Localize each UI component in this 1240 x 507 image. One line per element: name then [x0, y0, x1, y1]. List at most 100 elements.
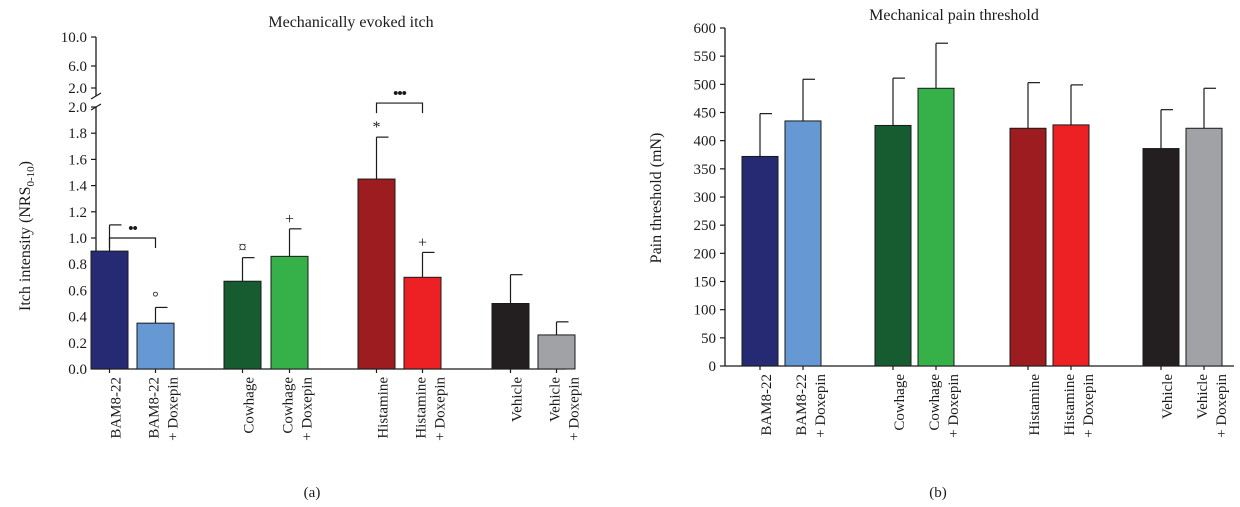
pain-category-label-line: + Doxepin — [946, 374, 962, 438]
itch-y-tick-label: 10.0 — [61, 30, 87, 46]
pain-category-label-line: Histamine — [1062, 374, 1078, 436]
itch-category-label: BAM8-22 — [109, 377, 125, 439]
itch-bar — [90, 250, 129, 370]
itch-category-label-line: + Doxepin — [166, 377, 182, 441]
itch-category-label-line: + Doxepin — [300, 377, 316, 441]
itch-chart-title: Mechanically evoked itch — [268, 14, 433, 31]
itch-category-label-line: Histamine — [376, 377, 392, 439]
itch-bar-marker: ¤ — [239, 240, 247, 257]
panel-label-b: (b) — [929, 485, 947, 501]
pain-category-label: Histamine + Doxepin — [1062, 374, 1097, 438]
pain-category-label: BAM8-22 — [759, 374, 775, 436]
pain-bar — [741, 155, 779, 367]
itch-y-axis-label-close: ) — [17, 161, 34, 166]
panel-label-a: (a) — [304, 485, 321, 501]
itch-category-label-line: + Doxepin — [567, 377, 583, 441]
itch-significance-marker: •• — [128, 221, 137, 237]
itch-y-tick-label: 0.4 — [68, 310, 87, 326]
itch-category-labels: BAM8-22 BAM8-22 + Doxepin Cowhage Cowhage + D… — [109, 377, 583, 441]
pain-y-tick-label: 300 — [694, 190, 717, 206]
pain-y-tick-label: 50 — [701, 331, 716, 347]
itch-y-tick-label: 2.0 — [68, 100, 87, 116]
itch-y-tick-label: 0.0 — [68, 362, 87, 378]
itch-y-tick-label: 1.4 — [68, 179, 87, 195]
itch-bar — [537, 334, 576, 370]
itch-y-axis-label-subscript: 0-10 — [25, 166, 37, 187]
itch-bar — [136, 322, 175, 370]
pain-category-label: Vehicle — [1160, 374, 1176, 419]
pain-y-tick-label: 250 — [694, 218, 717, 234]
pain-category-label-line: + Doxepin — [813, 374, 829, 438]
pain-bar — [1185, 127, 1223, 367]
itch-bar-marker: + — [285, 211, 294, 228]
pain-bar — [874, 124, 912, 367]
itch-bars: °¤+*+••••• — [90, 86, 576, 370]
pain-bar — [1142, 148, 1180, 367]
pain-y-tick-label: 100 — [694, 303, 717, 319]
pain-y-tick-label: 550 — [694, 49, 717, 65]
itch-axes: 0.0 0.2 0.4 0.6 0.8 1.0 1.2 1.4 1.6 1.8 2.0 2.0 6.0 1… — [61, 30, 566, 378]
itch-y-tick-label: 2.0 — [68, 81, 87, 97]
pain-category-label-line: BAM8-22 — [759, 374, 775, 436]
itch-axis-break-mark — [90, 92, 102, 111]
itch-y-axis-label-text: Itch intensity (NRS — [17, 187, 34, 311]
itch-category-label: Vehicle + Doxepin — [548, 377, 583, 441]
pain-category-label: Vehicle + Doxepin — [1195, 374, 1230, 438]
pain-bars — [741, 42, 1223, 367]
itch-y-tick-label: 1.8 — [68, 126, 87, 142]
itch-category-label: Cowhage — [242, 377, 258, 434]
itch-y-tick-label: 1.2 — [68, 205, 87, 221]
itch-y-tick-label: 0.8 — [68, 257, 87, 273]
pain-bar — [1009, 127, 1047, 367]
pain-category-label-line: + Doxepin — [1081, 374, 1097, 438]
pain-category-label-line: Cowhage — [892, 374, 908, 431]
pain-category-label-line: + Doxepin — [1214, 374, 1230, 438]
itch-y-tick-label: 1.6 — [68, 152, 87, 168]
pain-category-label-line: Vehicle — [1160, 374, 1176, 419]
pain-category-label: Cowhage + Doxepin — [927, 374, 962, 438]
itch-bar-marker: ° — [152, 289, 158, 306]
itch-category-label: Vehicle — [510, 377, 526, 422]
pain-category-label-line: Histamine — [1027, 374, 1043, 436]
pain-y-tick-label: 0 — [709, 359, 717, 375]
pain-category-label: Cowhage — [892, 374, 908, 431]
itch-bar — [223, 280, 262, 370]
pain-category-label: Histamine — [1027, 374, 1043, 436]
itch-category-label: Histamine — [376, 377, 392, 439]
itch-category-label-line: Cowhage — [242, 377, 258, 434]
pain-y-axis-label: Pain threshold (mN) — [648, 133, 665, 264]
itch-y-tick-label: 0.6 — [68, 283, 87, 299]
itch-category-label-line: Vehicle — [510, 377, 526, 422]
pain-category-label: BAM8-22 + Doxepin — [794, 374, 829, 438]
itch-y-tick-label: 1.0 — [68, 231, 87, 247]
itch-y-axis-label: Itch intensity (NRS0-10) — [17, 161, 37, 311]
pain-y-tick-label: 400 — [694, 134, 717, 150]
itch-bar — [357, 178, 396, 370]
itch-category-label-line: + Doxepin — [433, 377, 449, 441]
itch-y-tick-label: 0.2 — [68, 336, 87, 352]
pain-y-tick-label: 350 — [694, 162, 717, 178]
itch-category-label-line: BAM8-22 — [109, 377, 125, 439]
itch-bar-marker: * — [373, 119, 381, 136]
pain-bar — [1052, 124, 1090, 367]
itch-bar — [270, 255, 309, 370]
pain-y-tick-label: 200 — [694, 246, 717, 262]
pain-chart: Mechanical pain threshold Pain threshold… — [648, 7, 1234, 501]
pain-chart-title: Mechanical pain threshold — [869, 7, 1039, 24]
pain-y-tick-label: 600 — [694, 21, 717, 37]
itch-significance-marker: ••• — [393, 86, 407, 102]
itch-category-label-line: Vehicle — [548, 377, 564, 422]
pain-y-tick-label: 450 — [694, 106, 717, 122]
itch-category-label-line: Histamine — [414, 377, 430, 439]
pain-bar — [784, 120, 822, 367]
pain-category-label-line: Cowhage — [927, 374, 943, 431]
itch-significance-bracket — [375, 102, 424, 114]
pain-category-label-line: BAM8-22 — [794, 374, 810, 436]
itch-category-label-line: BAM8-22 — [147, 377, 163, 439]
pain-category-label-line: Vehicle — [1195, 374, 1211, 419]
pain-category-labels: BAM8-22 BAM8-22 + Doxepin Cowhage Cowhage + D… — [759, 374, 1230, 438]
pain-bar — [917, 87, 955, 367]
itch-significance-bracket — [108, 237, 157, 248]
itch-bar-marker: + — [418, 234, 427, 251]
